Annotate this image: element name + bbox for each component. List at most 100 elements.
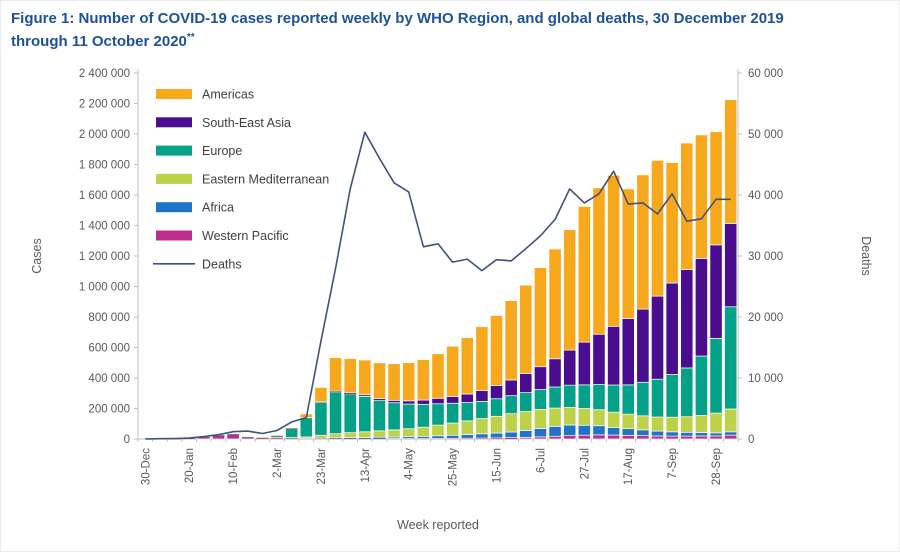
bar-segment-europe <box>359 396 371 431</box>
bar-segment-western-pacific <box>622 435 634 439</box>
bar-segment-africa <box>476 434 488 438</box>
bar-segment-europe <box>373 401 385 431</box>
bar-segment-africa <box>666 432 678 436</box>
bar-segment-south-east-asia <box>403 401 415 404</box>
y-axis-tick-label-left: 1 000 000 <box>79 282 130 294</box>
bar-segment-americas <box>490 315 502 385</box>
bar-segment-europe <box>651 379 663 417</box>
bar-segment-americas <box>373 363 385 399</box>
x-axis-tick-label: 2-Mar <box>272 448 284 478</box>
bar-segment-europe <box>490 399 502 417</box>
x-axis-tick-label: 4-May <box>404 448 416 480</box>
bar-segment-eastern-mediterranean <box>520 412 532 431</box>
bar-segment-americas <box>725 100 737 224</box>
bar-segment-americas <box>534 268 546 367</box>
bar-segment-europe <box>578 385 590 409</box>
x-axis-tick-label: 6-Jul <box>535 448 547 473</box>
legend-swatch-western-pacific <box>156 231 192 241</box>
x-axis-tick-label: 23-Mar <box>316 448 328 485</box>
bar-segment-eastern-mediterranean <box>578 409 590 426</box>
y-axis-tick-label-right: 0 <box>748 434 754 446</box>
legend-swatch-eastern-mediterranean <box>156 174 192 184</box>
bar-segment-africa <box>534 428 546 436</box>
bar-segment-western-pacific <box>725 435 737 439</box>
bar-segment-eastern-mediterranean <box>417 427 429 436</box>
figure-title-line2: through 11 October 2020 <box>11 33 187 50</box>
bar-segment-europe <box>593 385 605 410</box>
bar-segment-south-east-asia <box>637 309 649 382</box>
bar-segment-africa <box>578 425 590 435</box>
bar-segment-americas <box>651 160 663 296</box>
bar-segment-americas <box>315 387 327 401</box>
bar-segment-eastern-mediterranean <box>695 416 707 433</box>
bar-segment-europe <box>666 374 678 417</box>
bar-segment-americas <box>578 206 590 342</box>
bar-segment-south-east-asia <box>446 397 458 404</box>
bar-segment-western-pacific <box>695 436 707 439</box>
bar-segment-americas <box>622 189 634 319</box>
bar-segment-south-east-asia <box>564 350 576 385</box>
bar-segment-eastern-mediterranean <box>329 434 341 438</box>
x-axis-title: Week reported <box>397 518 479 532</box>
bar-segment-africa <box>651 431 663 436</box>
bar-segment-south-east-asia <box>490 386 502 399</box>
bar-segment-western-pacific <box>651 436 663 439</box>
y-axis-tick-label-right: 50 000 <box>748 129 783 141</box>
bar-segment-europe <box>607 385 619 412</box>
bar-segment-eastern-mediterranean <box>461 421 473 435</box>
bar-segment-africa <box>622 429 634 436</box>
bar-segment-americas <box>695 135 707 259</box>
bar-segment-americas <box>476 327 488 391</box>
bar-segment-americas <box>432 354 444 399</box>
y-axis-title-deaths: Deaths <box>859 236 873 276</box>
legend-label-eastern-mediterranean: Eastern Mediterranean <box>202 172 329 186</box>
bar-segment-europe <box>564 385 576 407</box>
bar-segment-europe <box>549 387 561 408</box>
figure-title: Figure 1: Number of COVID-19 cases repor… <box>11 7 871 54</box>
bar-segment-south-east-asia <box>725 224 737 307</box>
legend-label-europe: Europe <box>202 144 242 158</box>
legend-label-africa: Africa <box>202 201 234 215</box>
bar-segment-americas <box>505 301 517 380</box>
bar-segment-africa <box>593 426 605 435</box>
bar-segment-africa <box>710 433 722 436</box>
x-axis-tick-label: 15-Jun <box>492 448 504 483</box>
bar-segment-africa <box>637 430 649 436</box>
bar-segment-eastern-mediterranean <box>344 433 356 438</box>
bar-segment-south-east-asia <box>607 326 619 385</box>
bar-segment-americas <box>344 359 356 393</box>
bar-segment-americas <box>607 175 619 326</box>
bar-segment-africa <box>490 433 502 438</box>
y-axis-title-cases: Cases <box>30 238 44 273</box>
bar-segment-western-pacific <box>593 435 605 439</box>
figure-title-line1: Figure 1: Number of COVID-19 cases repor… <box>11 10 784 27</box>
bar-segment-eastern-mediterranean <box>651 417 663 431</box>
bar-segment-eastern-mediterranean <box>564 407 576 425</box>
bar-segment-europe <box>681 368 693 417</box>
bar-segment-eastern-mediterranean <box>549 408 561 426</box>
y-axis-tick-label-left: 0 <box>124 434 130 446</box>
bar-segment-eastern-mediterranean <box>593 410 605 426</box>
legend-swatch-americas <box>156 89 192 99</box>
bar-segment-eastern-mediterranean <box>622 414 634 428</box>
bar-segment-western-pacific <box>637 436 649 439</box>
bar-segment-eastern-mediterranean <box>490 416 502 433</box>
y-axis-tick-label-left: 1 200 000 <box>79 251 130 263</box>
bar-segment-eastern-mediterranean <box>373 431 385 437</box>
y-axis-tick-label-right: 40 000 <box>748 190 783 202</box>
bar-segment-south-east-asia <box>578 342 590 385</box>
bar-segment-eastern-mediterranean <box>534 409 546 428</box>
bar-segment-eastern-mediterranean <box>403 429 415 437</box>
bar-segment-western-pacific <box>666 436 678 439</box>
bar-segment-africa <box>695 433 707 436</box>
bar-segment-south-east-asia <box>534 367 546 390</box>
bar-segment-south-east-asia <box>666 283 678 375</box>
y-axis-tick-label-right: 20 000 <box>748 312 783 324</box>
bar-segment-south-east-asia <box>432 398 444 403</box>
bar-segment-western-pacific <box>227 434 239 439</box>
bar-segment-europe <box>417 404 429 427</box>
bar-segment-americas <box>417 360 429 400</box>
bar-segment-europe <box>315 402 327 435</box>
